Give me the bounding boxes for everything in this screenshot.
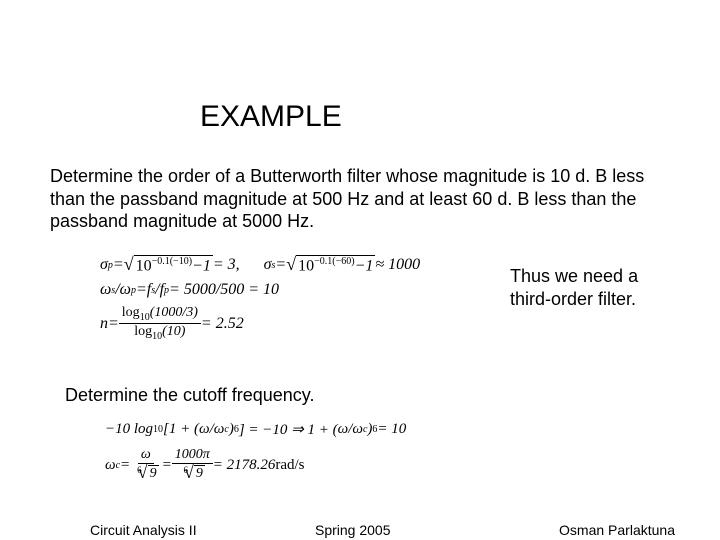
nine1: 9: [148, 465, 159, 482]
frac-wc2: 1000π 6√9: [172, 447, 213, 484]
omc2: ω: [352, 421, 363, 438]
impl: ] = −10 ⇒ 1 + (: [239, 420, 338, 439]
exp1: −0.1(−10): [152, 256, 192, 267]
eq10: = 5000/500 = 10: [169, 281, 279, 299]
omc1: ω: [214, 421, 225, 438]
minus1b: −1: [355, 257, 374, 274]
ten3: 10: [153, 424, 163, 435]
log-t: log: [122, 305, 140, 320]
exp2: −0.1(−60): [314, 256, 354, 267]
footer-center: Spring 2005: [315, 522, 391, 538]
log-b: log: [134, 324, 152, 339]
sigma: σ: [100, 256, 108, 274]
ten1: 10: [140, 312, 150, 323]
eq-n: n = log10(1000/3) log10(10) = 2.52: [100, 305, 420, 342]
eq2: =: [275, 256, 286, 274]
om2: ω: [338, 421, 349, 438]
val-3: = 3,: [213, 256, 240, 274]
br1: [1 + (: [163, 421, 199, 438]
result-val: = 2178.26: [213, 457, 276, 474]
n: n: [100, 315, 108, 333]
eq-sigma-p-s: σp = √10−0.1(−10)−1 = 3, σs = √10−0.1(−6…: [100, 255, 420, 275]
eq4: =: [108, 315, 119, 333]
slide: EXAMPLE Determine the order of a Butterw…: [0, 0, 720, 540]
m10log: −10 log: [105, 421, 153, 438]
footer-left: Circuit Analysis II: [90, 522, 197, 538]
sqrt-1: √10−0.1(−10)−1: [124, 255, 213, 275]
omc3: ω: [105, 457, 116, 474]
eq10b: = 10: [377, 421, 406, 438]
cutoff-label: Determine the cutoff frequency.: [65, 385, 314, 406]
eq-252: = 2.52: [201, 315, 244, 333]
eq-cutoff-1: −10 log10[1 + (ω/ωc)6] = −10 ⇒ 1 + (ω/ωc…: [105, 420, 406, 439]
slide-title: EXAMPLE: [200, 100, 342, 134]
approx-1000: ≈ 1000: [375, 256, 420, 274]
equations-block-1: σp = √10−0.1(−10)−1 = 3, σs = √10−0.1(−6…: [100, 255, 420, 348]
frac-n: log10(1000/3) log10(10): [119, 305, 201, 342]
omega-s: ω: [100, 281, 111, 299]
problem-statement: Determine the order of a Butterworth fil…: [50, 165, 670, 233]
omega-p: ω: [120, 281, 131, 299]
om1: ω: [199, 421, 210, 438]
eq5: =: [120, 457, 130, 474]
ratio-arg: (1000/3): [150, 305, 198, 320]
units: rad/s: [275, 457, 304, 474]
eq-cutoff-2: ωc = ω 6√9 = 1000π 6√9 = 2178.26 rad/s: [105, 447, 406, 484]
conclusion-text: Thus we need a third-order filter.: [510, 265, 670, 310]
eq6: =: [162, 457, 172, 474]
sigma-s: σ: [264, 256, 272, 274]
eq-omega-ratio: ωs/ωp = fs/fp = 5000/500 = 10: [100, 281, 420, 299]
eq: =: [113, 256, 124, 274]
footer-right: Osman Parlaktuna: [559, 522, 675, 538]
sqrt-2: √10−0.1(−60)−1: [286, 255, 375, 275]
minus1: −1: [192, 257, 211, 274]
log-den: (10): [162, 324, 185, 339]
equations-block-2: −10 log10[1 + (ω/ωc)6] = −10 ⇒ 1 + (ω/ωc…: [105, 420, 406, 492]
nine2: 9: [194, 465, 205, 482]
ten2: 10: [152, 331, 162, 342]
eq3: =: [136, 281, 147, 299]
frac-wc1: ω 6√9: [130, 447, 161, 484]
